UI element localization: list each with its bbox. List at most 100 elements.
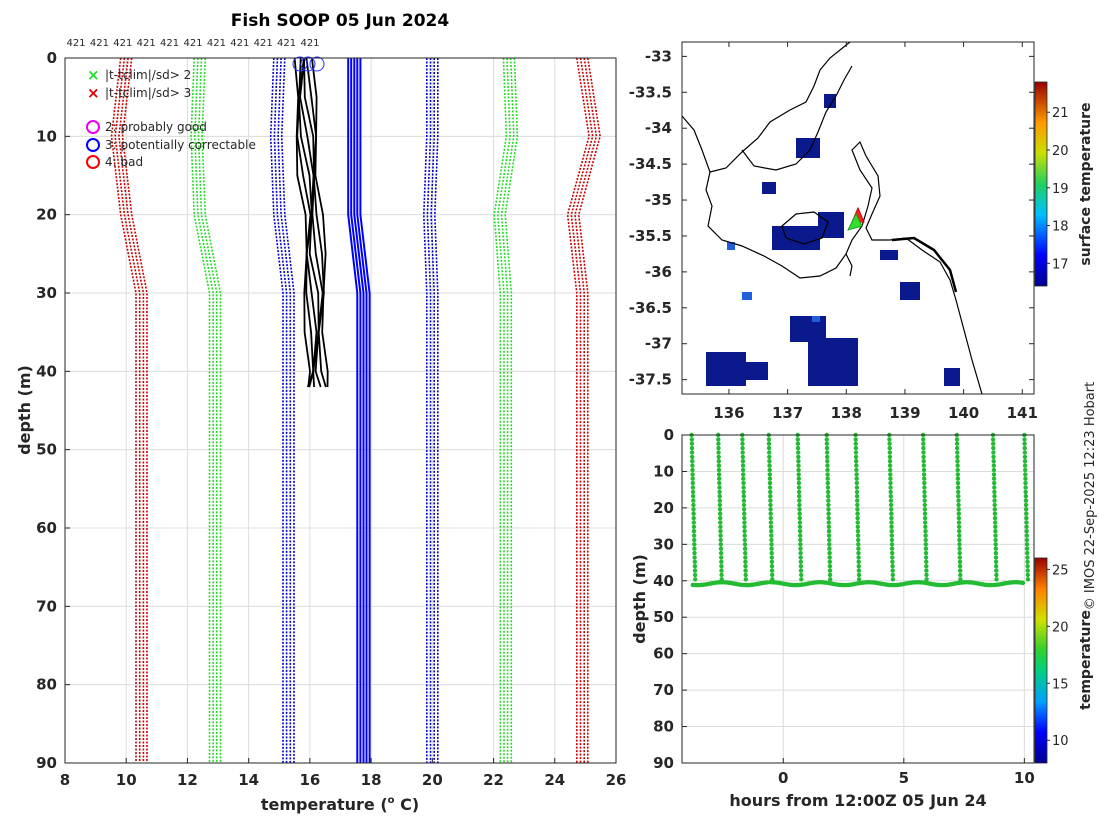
data-point	[717, 476, 722, 481]
data-point	[990, 437, 996, 442]
data-point	[957, 564, 963, 569]
data-point	[767, 485, 773, 490]
data-point	[717, 498, 722, 503]
data-point	[796, 463, 801, 468]
map-colorbar-tick: 19	[1052, 182, 1069, 197]
data-point	[921, 459, 926, 464]
data-point	[825, 467, 830, 473]
data-point	[798, 559, 803, 564]
data-point	[719, 572, 724, 578]
data-point	[798, 550, 803, 556]
data-point	[692, 572, 698, 578]
data-point	[796, 480, 802, 486]
data-point	[855, 520, 860, 525]
data-point	[689, 437, 694, 442]
data-point	[890, 555, 895, 560]
data-point	[854, 467, 859, 473]
data-point	[921, 441, 926, 446]
data-point	[855, 502, 860, 508]
data-point	[742, 529, 747, 534]
series-line-clim_plus_1sd	[433, 58, 439, 763]
data-point	[743, 559, 748, 564]
data-point	[854, 472, 859, 477]
data-point	[766, 445, 772, 451]
data-point	[766, 437, 772, 442]
data-point	[716, 445, 721, 451]
map-y-tick-label: -34.5	[629, 155, 672, 173]
data-point	[795, 441, 801, 446]
data-point	[691, 498, 696, 503]
data-point	[827, 546, 832, 551]
data-point	[888, 502, 894, 508]
profile-ticks: 8 10 12 14 16 18 20 22 24 26 0 10 20 30 40 50 60 70 80 90	[36, 49, 626, 789]
data-point	[1025, 568, 1030, 573]
data-point	[741, 472, 746, 477]
time-depth-xlabel: hours from 12:00Z 05 Jun 24	[729, 791, 986, 810]
data-point	[1023, 485, 1028, 490]
data-point	[923, 529, 928, 534]
data-point	[691, 515, 696, 521]
data-point	[691, 511, 696, 516]
data-point	[853, 454, 859, 460]
data-point	[994, 564, 999, 569]
data-point	[719, 564, 724, 569]
data-point	[716, 441, 721, 446]
data-point	[797, 502, 802, 508]
series-line-clim_plus_2sd	[496, 58, 511, 763]
map-x-tick-label: 136	[713, 404, 744, 422]
data-point	[796, 485, 802, 490]
data-point	[1023, 502, 1029, 508]
data-point	[799, 577, 804, 582]
data-point	[689, 450, 695, 455]
data-point	[692, 559, 697, 564]
legend-green-x-icon: ×	[87, 66, 100, 84]
y-tick-label: 90	[36, 754, 57, 772]
data-point	[768, 489, 773, 495]
top-label: 421	[230, 38, 249, 49]
data-point	[768, 494, 773, 499]
series-line-clim_plus_3sd	[574, 58, 598, 763]
data-point	[957, 550, 962, 556]
data-point	[692, 568, 698, 573]
data-point	[855, 529, 861, 534]
data-point	[767, 454, 772, 460]
data-point	[1024, 511, 1029, 516]
sst-patch	[746, 362, 768, 380]
data-point	[691, 524, 697, 529]
data-point	[796, 454, 801, 460]
map-x-tick-label: 139	[889, 404, 920, 422]
sst-patch	[944, 368, 960, 386]
data-point	[992, 507, 997, 512]
data-point	[742, 542, 748, 547]
data-point	[825, 489, 831, 495]
data-point	[958, 568, 963, 573]
data-point	[742, 546, 748, 551]
data-point	[743, 577, 748, 582]
data-point	[888, 485, 893, 490]
series-line-clim_plus_1sd	[422, 58, 428, 763]
data-point	[856, 564, 861, 569]
map-ticks: 136 137 138 139 140 141 -33 -33.5 -34 -34.5 -35 -35…	[629, 42, 1038, 422]
data-point	[691, 529, 697, 534]
data-point	[890, 550, 895, 556]
data-point	[690, 459, 695, 464]
data-point	[796, 459, 801, 464]
series-line-clim_minus_1sd	[277, 58, 292, 763]
data-point	[1025, 572, 1031, 578]
data-point	[797, 529, 803, 534]
data-point	[856, 546, 861, 551]
data-point	[768, 515, 773, 521]
data-point	[741, 485, 746, 490]
data-point	[956, 515, 962, 521]
data-point	[797, 494, 802, 499]
data-point	[993, 559, 999, 564]
data-point	[718, 537, 723, 543]
y-tick-label: 20	[36, 206, 57, 224]
data-point	[825, 476, 830, 481]
data-point	[769, 564, 775, 569]
y-tick-label: 70	[36, 597, 57, 615]
data-point	[690, 480, 695, 486]
data-point	[955, 476, 961, 481]
data-point	[797, 515, 802, 521]
legend-flag2-label: 2: probably good	[105, 120, 207, 134]
